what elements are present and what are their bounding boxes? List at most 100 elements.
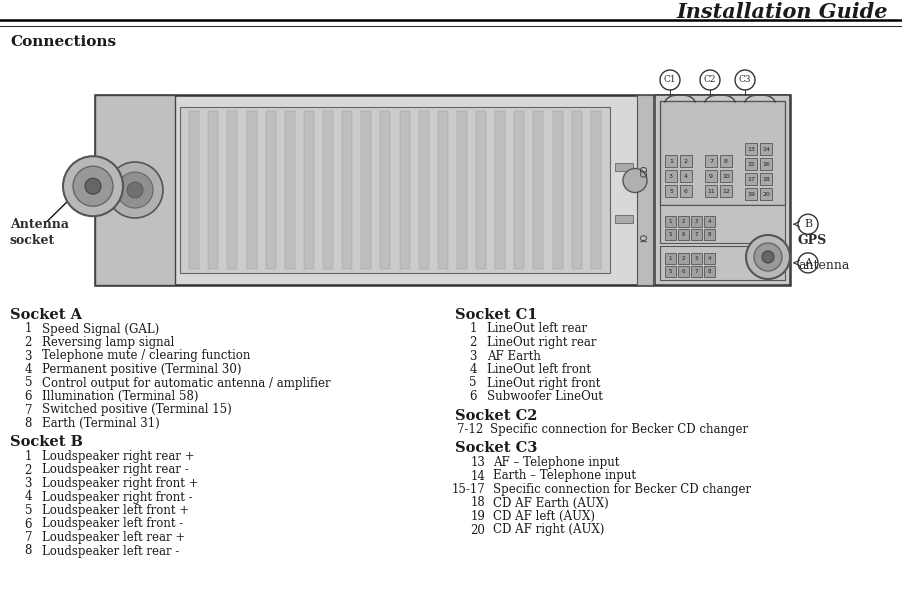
Text: LineOut right rear: LineOut right rear <box>487 336 596 349</box>
Bar <box>678 253 689 264</box>
Text: 1: 1 <box>24 450 32 463</box>
Text: C1: C1 <box>664 76 676 85</box>
Text: Loudspeaker left rear +: Loudspeaker left rear + <box>42 531 185 544</box>
Text: 6: 6 <box>682 232 686 237</box>
Text: CD AF left (AUX): CD AF left (AUX) <box>493 510 595 523</box>
Bar <box>660 205 785 243</box>
Bar <box>362 111 372 269</box>
Text: 2: 2 <box>470 336 477 349</box>
Text: 5: 5 <box>668 232 672 237</box>
Text: LineOut left rear: LineOut left rear <box>487 323 587 336</box>
Text: 13: 13 <box>470 456 485 469</box>
Text: 1: 1 <box>668 219 672 224</box>
Text: CD AF right (AUX): CD AF right (AUX) <box>493 523 604 537</box>
Circle shape <box>107 162 163 218</box>
Circle shape <box>754 243 782 271</box>
Text: CD: CD <box>640 165 649 177</box>
Bar <box>760 158 772 170</box>
Bar <box>680 185 692 197</box>
Text: 4: 4 <box>24 363 32 376</box>
Text: 8: 8 <box>24 417 32 430</box>
Text: B: B <box>804 219 812 229</box>
Text: Speed Signal (GAL): Speed Signal (GAL) <box>42 323 160 336</box>
Bar <box>381 111 391 269</box>
Bar <box>745 188 757 200</box>
Text: 20: 20 <box>470 523 485 537</box>
Text: 5: 5 <box>24 504 32 517</box>
Circle shape <box>746 235 790 279</box>
Bar <box>745 173 757 185</box>
Text: 7: 7 <box>709 159 713 163</box>
Bar <box>180 107 610 273</box>
Text: Earth – Telephone input: Earth – Telephone input <box>493 470 636 483</box>
Bar <box>637 95 653 285</box>
Bar <box>665 229 676 240</box>
Text: Socket C2: Socket C2 <box>455 409 538 423</box>
Text: GPS: GPS <box>798 234 827 247</box>
Text: CD AF Earth (AUX): CD AF Earth (AUX) <box>493 497 609 509</box>
Text: Loudspeaker left front +: Loudspeaker left front + <box>42 504 189 517</box>
Text: 2: 2 <box>682 256 686 261</box>
Bar <box>615 215 633 223</box>
Circle shape <box>73 166 113 206</box>
Bar <box>704 266 715 277</box>
Text: 2: 2 <box>682 219 686 224</box>
Text: 17: 17 <box>747 177 755 182</box>
Bar <box>615 163 633 171</box>
Bar <box>591 111 601 269</box>
Text: Loudspeaker right rear +: Loudspeaker right rear + <box>42 450 195 463</box>
Text: IO: IO <box>640 233 649 242</box>
Text: 3: 3 <box>695 256 698 261</box>
Bar <box>285 111 295 269</box>
Bar <box>95 95 175 285</box>
Bar <box>691 216 702 227</box>
Text: 5: 5 <box>668 269 672 274</box>
Text: 7: 7 <box>24 403 32 417</box>
Text: Reversing lamp signal: Reversing lamp signal <box>42 336 174 349</box>
Text: 7: 7 <box>695 232 698 237</box>
Bar <box>678 266 689 277</box>
Text: 1: 1 <box>669 159 673 163</box>
Circle shape <box>623 168 647 193</box>
Text: Illumination (Terminal 58): Illumination (Terminal 58) <box>42 390 198 403</box>
Text: 18: 18 <box>470 497 485 509</box>
Text: 20: 20 <box>762 192 770 196</box>
Bar <box>266 111 276 269</box>
Text: LineOut right front: LineOut right front <box>487 376 601 390</box>
Text: 4: 4 <box>470 363 477 376</box>
Text: 3: 3 <box>669 174 673 179</box>
Text: 2: 2 <box>24 464 32 476</box>
Bar <box>437 111 447 269</box>
Text: 5: 5 <box>669 188 673 194</box>
Bar <box>208 111 218 269</box>
Bar <box>514 111 524 269</box>
Text: 6: 6 <box>24 517 32 531</box>
Bar <box>304 111 314 269</box>
Text: 18: 18 <box>762 177 770 182</box>
Text: Socket B: Socket B <box>10 436 83 450</box>
Text: 19: 19 <box>470 510 485 523</box>
Bar <box>704 229 715 240</box>
Text: 5: 5 <box>24 376 32 390</box>
Text: Control output for automatic antenna / amplifier: Control output for automatic antenna / a… <box>42 376 331 390</box>
Bar <box>704 216 715 227</box>
Text: 7: 7 <box>695 269 698 274</box>
Text: 13: 13 <box>747 146 755 152</box>
Bar <box>665 170 677 182</box>
Bar <box>680 170 692 182</box>
Bar <box>705 155 717 167</box>
Bar <box>342 111 352 269</box>
Circle shape <box>117 172 153 208</box>
Text: Permanent positive (Terminal 30): Permanent positive (Terminal 30) <box>42 363 242 376</box>
Text: 1: 1 <box>24 323 32 336</box>
Text: 15: 15 <box>747 162 755 167</box>
Text: 2: 2 <box>684 159 688 163</box>
Bar <box>323 111 333 269</box>
Text: 19: 19 <box>747 192 755 196</box>
Text: 6: 6 <box>684 188 688 194</box>
Bar <box>572 111 582 269</box>
Bar <box>760 173 772 185</box>
Bar <box>691 253 702 264</box>
Bar <box>665 253 676 264</box>
Bar <box>760 188 772 200</box>
